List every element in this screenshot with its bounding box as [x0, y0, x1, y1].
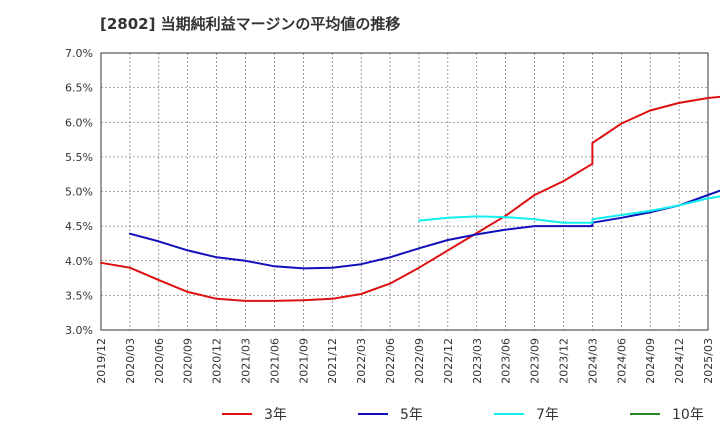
x-tick-label: 2022/06	[384, 338, 397, 384]
legend-label: 3年	[264, 407, 287, 423]
plot-frame	[100, 52, 709, 331]
x-tick-label: 2020/09	[182, 338, 195, 384]
legend-label: 10年	[672, 407, 704, 423]
legend-label: 7年	[536, 407, 559, 423]
x-tick-label: 2019/12	[95, 338, 108, 384]
y-tick-label: 3.0%	[65, 324, 93, 337]
x-tick-label: 2023/12	[557, 338, 570, 384]
x-tick-label: 2020/06	[153, 338, 166, 384]
x-tick-label: 2020/12	[211, 338, 224, 384]
x-tick-label: 2021/12	[326, 338, 339, 384]
y-tick-label: 4.0%	[65, 255, 93, 268]
x-tick-label: 2023/09	[529, 338, 542, 384]
y-tick-label: 7.0%	[65, 47, 93, 60]
x-tick-label: 2023/03	[471, 338, 484, 384]
x-tick-label: 2021/03	[240, 338, 253, 384]
y-tick-label: 6.5%	[65, 82, 93, 95]
series-group	[100, 95, 720, 302]
y-tick-label: 5.0%	[65, 186, 93, 199]
x-tick-label: 2022/12	[442, 338, 455, 384]
x-tick-label: 2024/03	[586, 338, 599, 384]
x-tick-label: 2021/09	[297, 338, 310, 384]
x-tick-label: 2025/03	[702, 338, 715, 384]
axes: 3.0% 3.5% 4.0% 4.5% 5.0% 5.5% 6.0% 6.5% 7.0% 2019…	[65, 47, 715, 384]
y-tick-label: 3.5%	[65, 289, 93, 302]
x-tick-label: 2024/09	[644, 338, 657, 384]
legend-label: 5年	[400, 407, 423, 423]
plot-area	[101, 53, 708, 330]
x-tick-label: 2024/12	[673, 338, 686, 384]
x-tick-label: 2024/06	[615, 338, 628, 384]
series-line-7年	[418, 195, 720, 224]
grid	[100, 52, 709, 331]
series-line-3年	[100, 95, 720, 302]
series-line-5年	[128, 189, 720, 270]
y-tick-label: 5.5%	[65, 151, 93, 164]
x-tick-label: 2020/03	[124, 338, 137, 384]
x-tick-label: 2021/06	[268, 338, 281, 384]
x-tick-label: 2023/06	[500, 338, 513, 384]
x-tick-label: 2022/03	[355, 338, 368, 384]
y-tick-label: 4.5%	[65, 220, 93, 233]
y-tick-label: 6.0%	[65, 116, 93, 129]
legend: 3年 5年 7年 10年	[222, 407, 704, 423]
x-tick-label: 2022/09	[413, 338, 426, 384]
chart-title: [2802] 当期純利益マージンの平均値の推移	[100, 15, 400, 33]
